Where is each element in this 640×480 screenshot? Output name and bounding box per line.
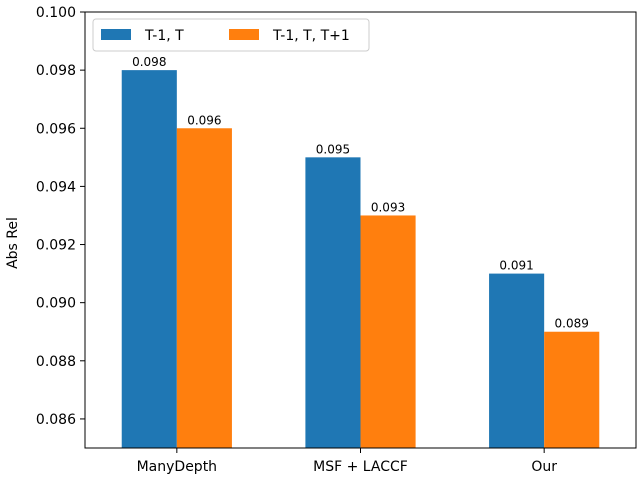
legend-label: T-1, T xyxy=(144,28,184,44)
x-tick-label: MSF + LACCF xyxy=(313,459,408,475)
y-tick-label: 0.086 xyxy=(36,412,76,428)
legend-swatch xyxy=(229,29,259,40)
x-axis: ManyDepth MSF + LACCF Our xyxy=(137,448,557,475)
bar xyxy=(121,70,177,448)
bar-value-label: 0.093 xyxy=(371,200,405,214)
y-tick-label: 0.092 xyxy=(36,238,76,254)
y-tick-label: 0.100 xyxy=(36,5,76,21)
y-tick-label: 0.098 xyxy=(36,63,76,79)
bar xyxy=(360,215,416,448)
y-tick-label: 0.096 xyxy=(36,121,76,137)
y-axis: 0.086 0.088 0.090 0.092 0.094 0.096 0.098 0.100 xyxy=(36,5,85,428)
bar xyxy=(489,273,545,448)
y-tick-label: 0.088 xyxy=(36,354,76,370)
x-tick-label: Our xyxy=(531,459,557,475)
y-axis-title: Abs Rel xyxy=(5,217,21,269)
bar xyxy=(305,157,361,449)
legend-swatch xyxy=(101,29,131,40)
bar-value-label: 0.098 xyxy=(132,55,166,69)
bar-value-label: 0.091 xyxy=(499,259,533,273)
legend: T-1, T T-1, T, T+1 xyxy=(92,18,370,52)
bar xyxy=(176,128,232,448)
data-labels-layer: 0.098 0.096 0.095 0.093 0.091 0.089 xyxy=(132,55,589,331)
bar-value-label: 0.096 xyxy=(187,113,221,127)
x-tick-label: ManyDepth xyxy=(137,459,217,475)
bar xyxy=(544,331,600,448)
y-tick-label: 0.090 xyxy=(36,296,76,312)
bar-value-label: 0.089 xyxy=(555,317,589,331)
bars-layer xyxy=(121,70,600,449)
bar-value-label: 0.095 xyxy=(316,142,350,156)
legend-label: T-1, T, T+1 xyxy=(272,28,350,44)
y-tick-label: 0.094 xyxy=(36,179,76,195)
